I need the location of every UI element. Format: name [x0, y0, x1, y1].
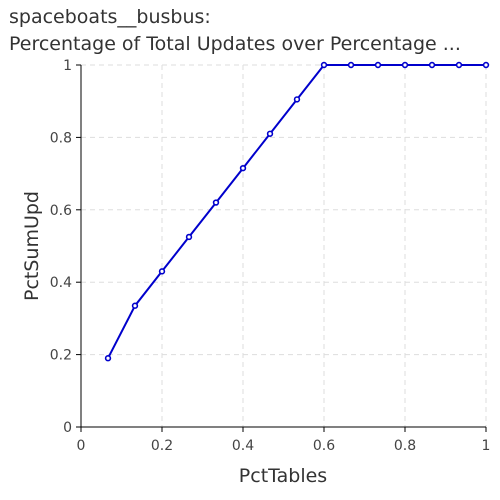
data-point	[185, 233, 193, 241]
data-point	[320, 61, 328, 69]
y-axis-label: PctSumUpd	[21, 191, 43, 301]
axes	[76, 64, 487, 432]
series-line	[107, 64, 486, 359]
data-point	[239, 164, 247, 172]
data-point	[374, 61, 382, 69]
x-tick-label: 0.4	[232, 438, 254, 454]
x-axis-label: PctTables	[239, 465, 327, 487]
data-point	[293, 96, 301, 103]
y-tick-label: 0.2	[50, 348, 72, 364]
y-tick-label: 0	[63, 420, 72, 436]
data-point	[104, 355, 112, 362]
y-tick-label: 0.4	[50, 275, 72, 291]
x-tick-label: 0.6	[313, 438, 335, 454]
data-series	[104, 61, 490, 362]
data-point	[347, 61, 355, 69]
y-tick-label: 0.6	[50, 203, 72, 219]
y-tick-labels: 0 0.2 0.4 0.6 0.8 1	[50, 58, 72, 436]
chart-title-line-2: Percentage of Total Updates over Percent…	[9, 33, 461, 55]
x-tick-labels: 0 0.2 0.4 0.6 0.8 1	[77, 438, 491, 454]
x-tick-label: 0.8	[394, 438, 416, 454]
x-tick-label: 1	[482, 438, 491, 454]
data-point	[482, 61, 490, 69]
grid-lines	[81, 64, 487, 427]
y-tick-label: 1	[63, 58, 72, 74]
data-point	[212, 199, 220, 206]
data-point	[455, 61, 463, 69]
data-point	[266, 130, 274, 137]
x-tick-label: 0	[77, 438, 86, 454]
data-point	[131, 302, 139, 309]
x-tick-label: 0.2	[151, 438, 173, 454]
data-point	[428, 61, 436, 69]
chart-title-line-1: spaceboats__busbus:	[9, 6, 211, 28]
y-tick-label: 0.8	[50, 130, 72, 146]
data-point	[158, 268, 166, 275]
data-point	[401, 61, 409, 69]
